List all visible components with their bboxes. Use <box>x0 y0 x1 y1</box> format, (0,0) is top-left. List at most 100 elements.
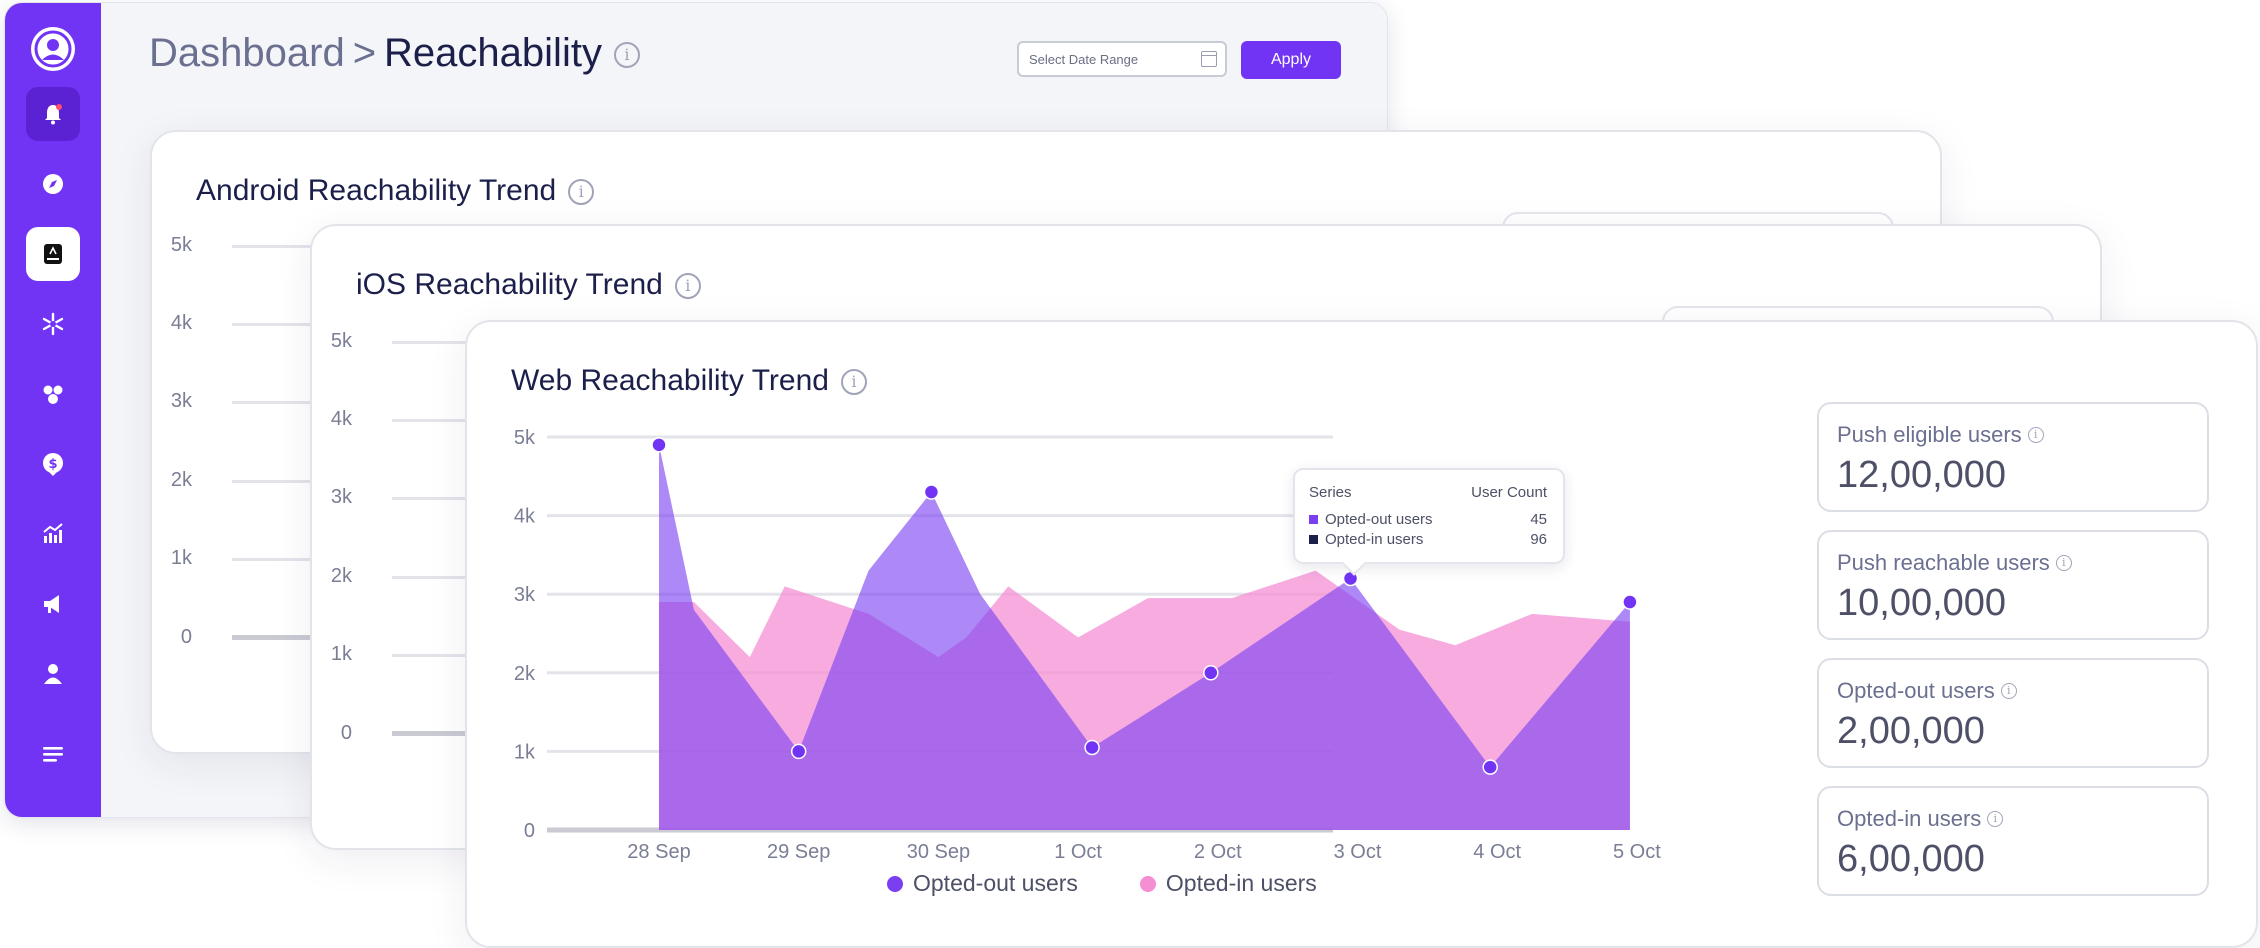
stat-label-row: Push reachable users i <box>1837 550 2072 576</box>
legend-item-opted-out[interactable]: Opted-out users <box>887 870 1078 897</box>
data-point[interactable] <box>1084 739 1100 756</box>
breadcrumb-separator: > <box>352 31 377 75</box>
opted-in-swatch-icon <box>1309 535 1318 544</box>
sidebar-item-analytics[interactable] <box>26 507 80 561</box>
y-tick-label: 1k <box>514 741 536 763</box>
svg-text:$: $ <box>48 457 57 472</box>
web-trend-chart: 0 1k 2k 3k 4k 5k 28 Sep 29 Sep 30 Sep 1 Oct 2 Oct 3… <box>514 427 1661 863</box>
web-card-title-row: Web Reachability Trend i <box>511 364 867 398</box>
tooltip-row-name: Opted-in users <box>1325 531 1424 548</box>
sidebar-item-campaigns[interactable] <box>26 577 80 631</box>
ios-card-title-row: iOS Reachability Trend i <box>356 268 701 302</box>
megaphone-icon <box>44 595 59 613</box>
legend-item-opted-in[interactable]: Opted-in users <box>1139 870 1317 897</box>
breadcrumb: Dashboard > Reachability i <box>149 31 640 76</box>
y-tick-label: 3k <box>514 584 536 606</box>
y-tick-label: 5k <box>330 330 352 352</box>
info-icon[interactable]: i <box>2027 427 2044 443</box>
calendar-icon[interactable] <box>1201 51 1217 67</box>
legend-dot-icon <box>1139 875 1156 892</box>
sidebar-item-integrations[interactable] <box>26 297 80 351</box>
date-range-input[interactable]: Select Date Range <box>1017 41 1227 77</box>
opted-out-area <box>659 444 1630 830</box>
ios-card-title: iOS Reachability Trend <box>356 268 663 301</box>
stat-label: Opted-in users <box>1837 806 1982 831</box>
tooltip-header: Series User Count <box>1309 484 1547 501</box>
y-tick-label: 4k <box>514 506 536 528</box>
grid-line <box>392 654 492 657</box>
info-icon[interactable]: i <box>2000 683 2017 699</box>
segments-icon <box>43 385 63 404</box>
info-icon[interactable]: i <box>674 273 701 300</box>
grid-line <box>392 419 492 422</box>
legend-dot-icon <box>887 875 903 892</box>
data-point[interactable] <box>1482 759 1498 775</box>
sidebar-item-notifications[interactable] <box>26 87 80 141</box>
x-tick-label: 2 Oct <box>1194 841 1242 863</box>
x-tick-label: 1 Oct <box>1054 841 1102 863</box>
stat-label-row: Opted-in users i <box>1837 806 2004 832</box>
avatar[interactable] <box>31 27 75 71</box>
grid-line <box>392 497 492 500</box>
grid-line <box>232 245 332 248</box>
stat-value: 12,00,000 <box>1837 454 2007 496</box>
opted-out-swatch-icon <box>1309 515 1318 524</box>
tooltip-row-value: 45 <box>1530 511 1547 528</box>
x-tick-label: 4 Oct <box>1473 841 1521 863</box>
sidebar-item-explore[interactable] <box>26 157 80 211</box>
stat-box-opted-in: Opted-in users i 6,00,000 <box>1817 786 2209 896</box>
stat-label-row: Push eligible users i <box>1837 422 2044 448</box>
data-point[interactable] <box>790 743 807 760</box>
stat-label: Push eligible users <box>1837 422 2022 447</box>
y-tick-label: 2k <box>170 469 192 491</box>
compass-icon <box>43 174 63 194</box>
info-icon[interactable]: i <box>613 42 640 69</box>
info-icon[interactable]: i <box>1987 811 2004 827</box>
y-tick-label: 5k <box>514 427 536 449</box>
info-icon[interactable]: i <box>2055 555 2072 571</box>
y-tick-label: 4k <box>170 312 192 334</box>
y-tick-label: 0 <box>180 626 192 648</box>
menu-icon <box>43 747 63 762</box>
sidebar-item-revenue[interactable]: $ <box>26 437 80 491</box>
chart-tooltip: Series User Count Opted-out users 45 Opt… <box>1293 468 1565 576</box>
tooltip-row: Opted-in users 96 <box>1309 531 1547 548</box>
apply-button[interactable]: Apply <box>1241 41 1341 79</box>
stat-box-push-eligible: Push eligible users i 12,00,000 <box>1817 402 2209 512</box>
x-tick-label: 28 Sep <box>627 841 690 863</box>
grid-line <box>392 576 492 579</box>
x-tick-label: 30 Sep <box>907 841 970 863</box>
analytics-icon <box>43 523 63 543</box>
y-tick-label: 3k <box>170 390 192 412</box>
sidebar-item-apps[interactable] <box>26 227 80 281</box>
web-reachability-card: Web Reachability Trend i 0 1k 2k 3k 4k 5k 28 Se… <box>465 320 2258 948</box>
data-point[interactable] <box>1203 665 1219 681</box>
web-card-title: Web Reachability Trend <box>511 364 829 397</box>
user-icon <box>44 664 62 684</box>
user-avatar-icon <box>34 30 72 68</box>
android-card-title: Android Reachability Trend <box>196 174 557 207</box>
sidebar-item-segments[interactable] <box>26 367 80 421</box>
data-point[interactable] <box>651 437 667 453</box>
bell-icon <box>45 104 62 125</box>
grid-line <box>232 480 332 483</box>
grid-line-base <box>232 635 332 640</box>
y-tick-label: 0 <box>524 820 535 842</box>
data-point[interactable] <box>1622 594 1638 610</box>
info-icon[interactable]: i <box>568 179 595 206</box>
y-tick-label: 2k <box>330 565 352 587</box>
y-tick-label: 5k <box>170 234 192 256</box>
stat-value: 6,00,000 <box>1837 838 1985 880</box>
data-point[interactable] <box>923 484 940 500</box>
breadcrumb-dashboard[interactable]: Dashboard <box>149 31 345 75</box>
stat-value: 2,00,000 <box>1837 710 1985 752</box>
page-title: Reachability <box>384 31 602 75</box>
grid-line <box>392 341 492 344</box>
grid-line <box>232 401 332 404</box>
y-tick-label: 4k <box>330 408 352 430</box>
x-tick-label: 3 Oct <box>1334 841 1382 863</box>
sidebar-item-users[interactable] <box>26 647 80 701</box>
tooltip-row: Opted-out users 45 <box>1309 511 1547 528</box>
info-icon[interactable]: i <box>840 369 867 396</box>
sidebar-item-menu[interactable] <box>26 727 80 781</box>
